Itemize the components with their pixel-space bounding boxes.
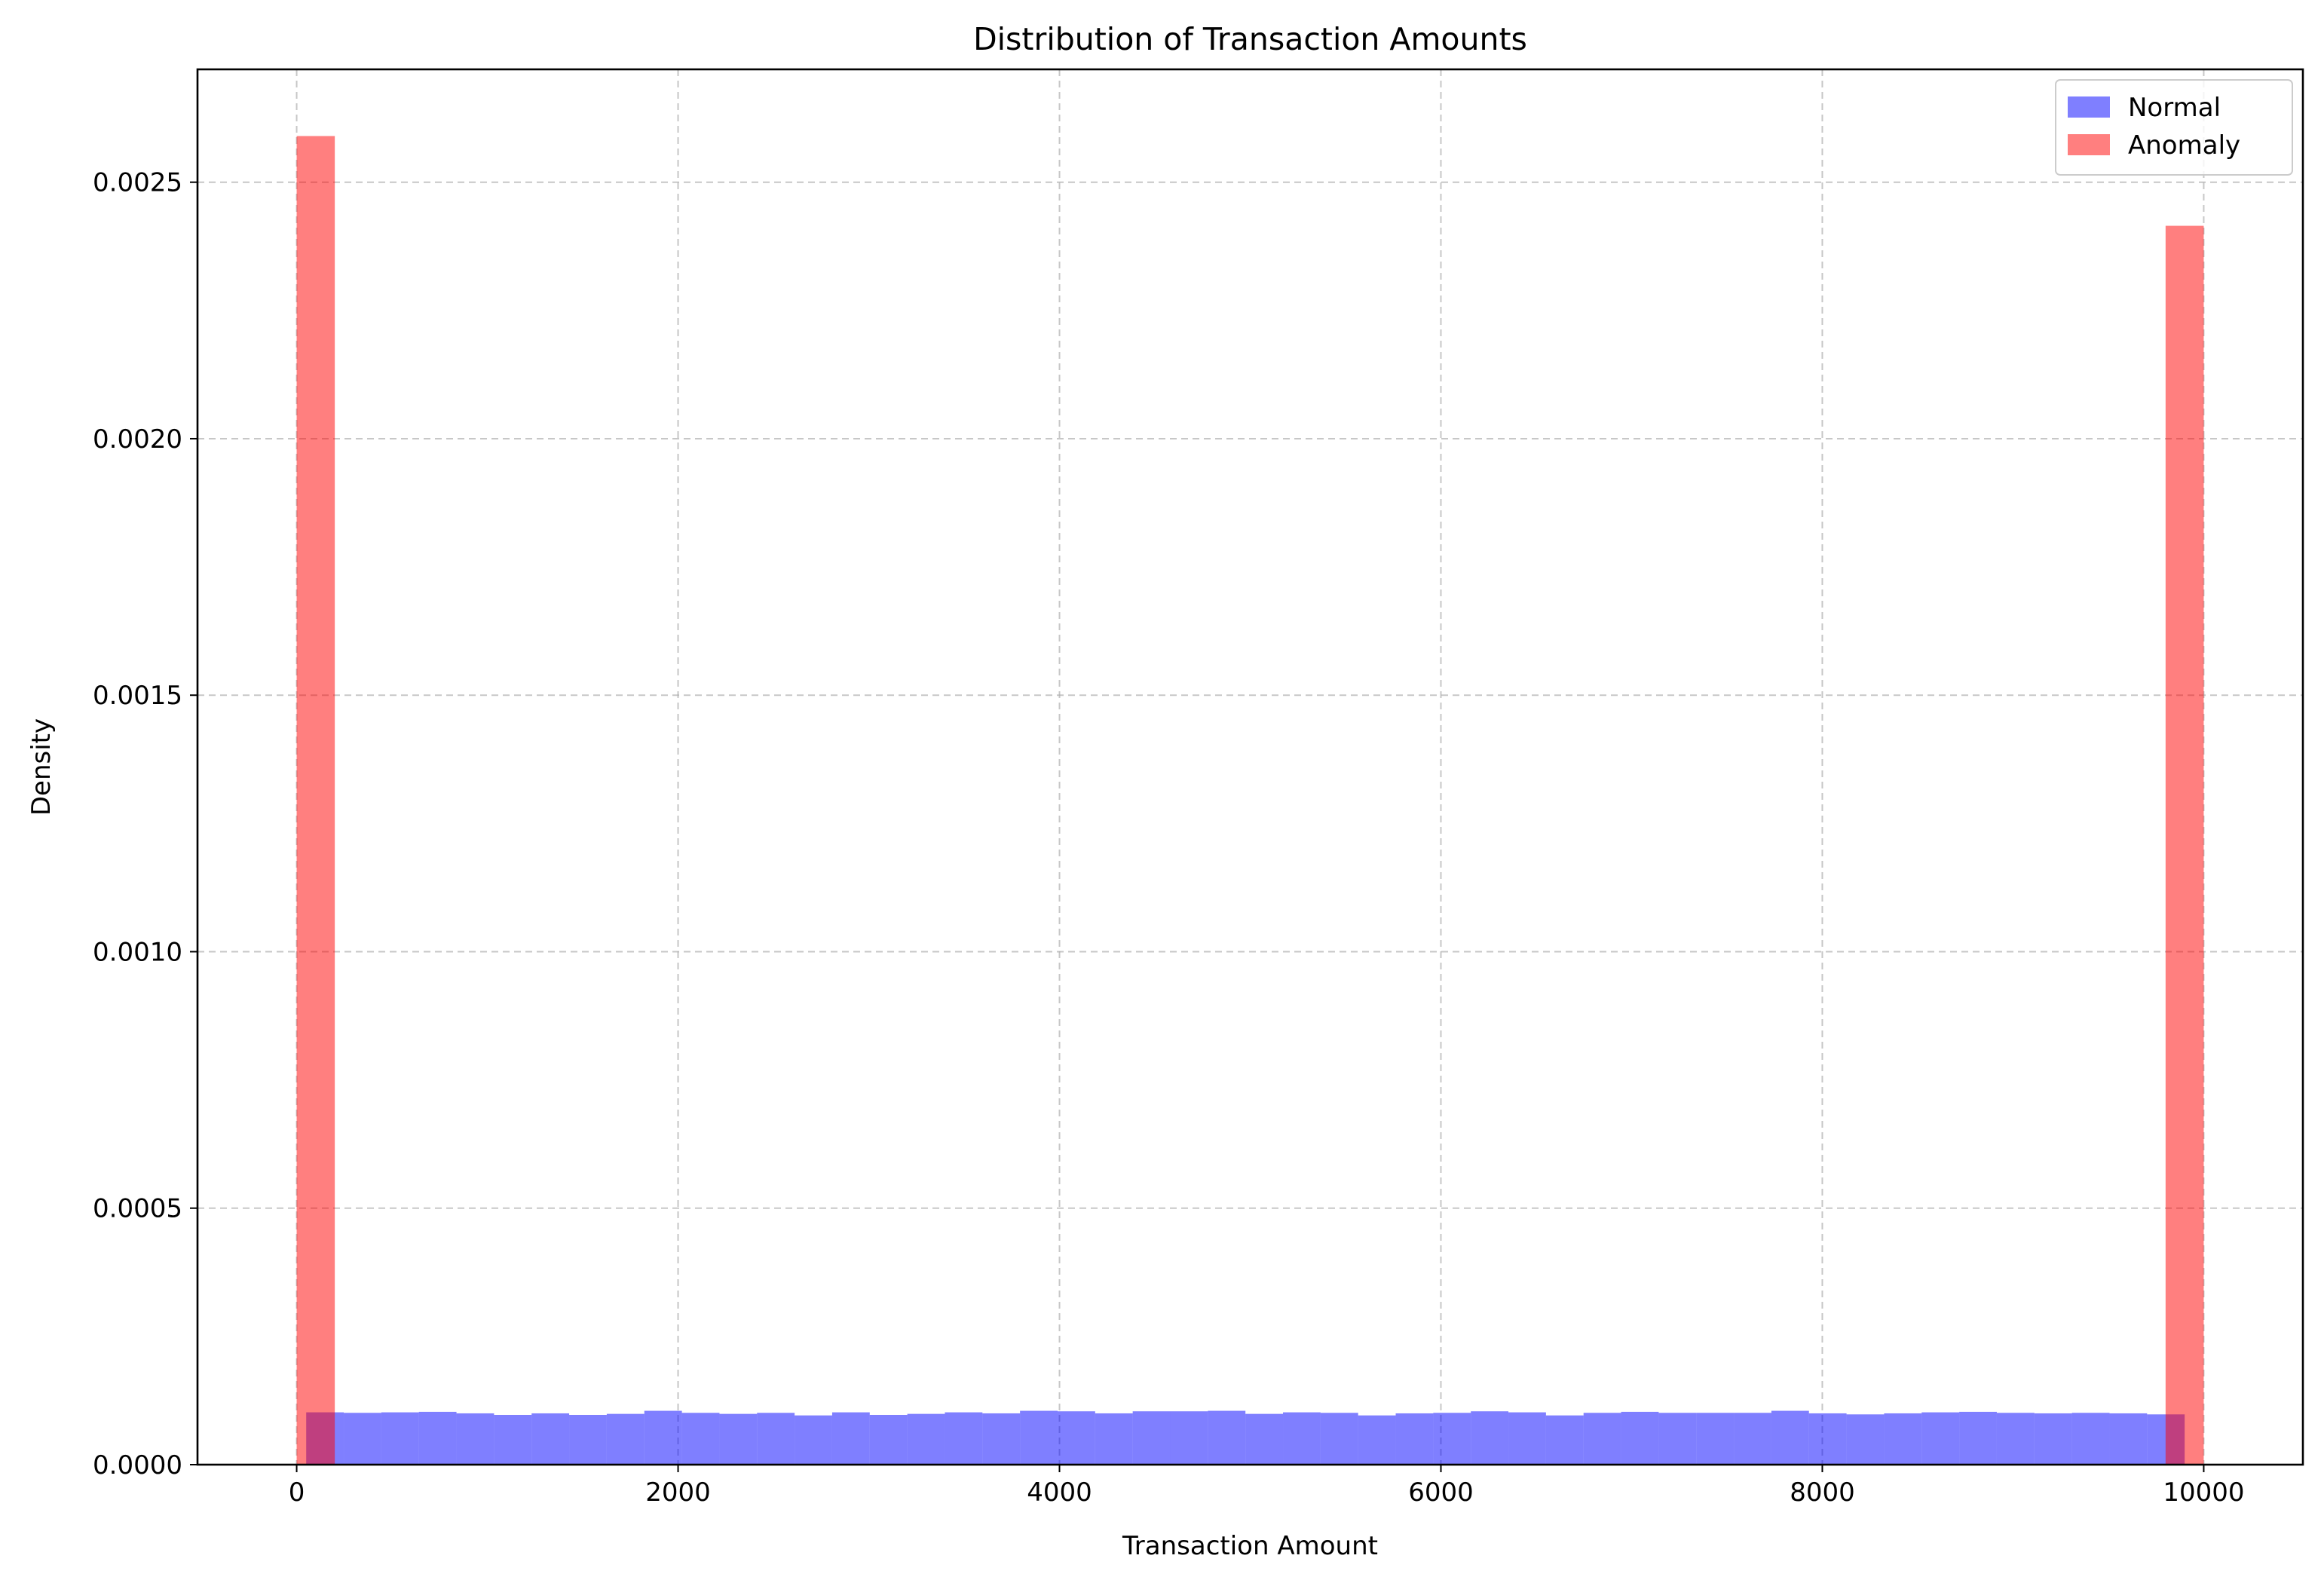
histogram-bar (494, 1414, 532, 1465)
x-tick-label: 2000 (645, 1477, 711, 1508)
x-tick-label: 0 (289, 1477, 305, 1508)
histogram-bar (418, 1411, 457, 1465)
y-tick-label: 0.0015 (93, 681, 182, 711)
histogram-bar (1808, 1413, 1847, 1465)
x-tick-label: 8000 (1790, 1477, 1855, 1508)
histogram-bar (606, 1413, 645, 1465)
histogram-bar (1057, 1411, 1095, 1465)
histogram-bar (1583, 1413, 1621, 1465)
histogram-bar (1208, 1410, 1246, 1465)
histogram-bar (344, 1413, 381, 1465)
histogram-bar (1358, 1415, 1396, 1465)
legend-box (2055, 79, 2293, 176)
histogram-bar (1320, 1413, 1358, 1465)
y-tick-label: 0.0020 (93, 424, 182, 455)
histogram-bar (2034, 1413, 2072, 1465)
legend-label-anomaly: Anomaly (2128, 130, 2240, 161)
histogram-bar (1545, 1415, 1584, 1465)
histogram-bar (1132, 1411, 1171, 1465)
histogram-bar (945, 1412, 983, 1465)
legend-label-normal: Normal (2128, 93, 2221, 123)
histogram-bar (1621, 1411, 1659, 1465)
plot-frame (196, 68, 2304, 1466)
y-tick-label: 0.0010 (93, 937, 182, 967)
histogram-bar (456, 1413, 495, 1465)
y-tick-label: 0.0005 (93, 1194, 182, 1224)
histogram-bar (2071, 1413, 2110, 1465)
histogram-bar (1095, 1413, 1133, 1465)
histogram-bar (1471, 1411, 1509, 1465)
histogram-bar (644, 1410, 682, 1465)
histogram-bar (831, 1412, 870, 1465)
histogram-bar (569, 1414, 607, 1465)
grid-lines (197, 69, 2303, 1465)
histogram-bar (1696, 1413, 1735, 1465)
y-tick-label: 0.0000 (93, 1450, 182, 1480)
legend-swatch-normal (2068, 96, 2110, 118)
histogram-bar (719, 1413, 758, 1465)
histogram-bar (1245, 1413, 1284, 1465)
x-tick-label: 4000 (1027, 1477, 1092, 1508)
histogram-bar (531, 1413, 570, 1465)
histogram-bar (2165, 225, 2204, 1465)
histogram-bar (1283, 1412, 1321, 1465)
histogram-bar (1996, 1413, 2035, 1465)
x-tick-label: 6000 (1408, 1477, 1474, 1508)
histogram-bar (907, 1413, 945, 1465)
histogram-bar (1395, 1413, 1434, 1465)
histogram-bar (681, 1413, 720, 1465)
histogram-bar (757, 1413, 795, 1465)
histogram-bar (1734, 1413, 1771, 1465)
histogram-bar (2109, 1413, 2148, 1465)
histogram-bar (1771, 1410, 1809, 1465)
histogram-bar (1020, 1410, 1058, 1465)
histogram-bar (982, 1413, 1021, 1465)
histogram-bars (296, 136, 2204, 1465)
histogram-bar (1921, 1412, 1960, 1465)
legend-swatch-anomaly (2068, 134, 2110, 155)
axis-ticks: 0 2000 4000 6000 8000 10000 0.0000 0.0005 0.0010… (93, 168, 2245, 1508)
histogram-bar (381, 1412, 419, 1465)
histogram-bar (795, 1415, 832, 1465)
histogram-bar (1508, 1412, 1546, 1465)
histogram-bar (1959, 1411, 1997, 1465)
legend: Normal Anomaly (2055, 79, 2293, 176)
x-tick-label: 10000 (2163, 1477, 2244, 1508)
histogram-bar (1170, 1411, 1208, 1465)
histogram-bar (1658, 1413, 1697, 1465)
histogram-bar (869, 1414, 908, 1465)
chart-title: Distribution of Transaction Amounts (973, 21, 1527, 57)
series-normal (306, 1410, 2185, 1465)
histogram-bar (1433, 1413, 1471, 1465)
histogram-bar (1884, 1413, 1922, 1465)
series-anomaly (296, 136, 2204, 1465)
x-axis-title: Transaction Amount (1122, 1531, 1378, 1561)
y-axis-title: Density (26, 718, 57, 816)
y-tick-label: 0.0025 (93, 168, 182, 198)
histogram-bar (1846, 1414, 1885, 1465)
histogram-bar (296, 136, 335, 1465)
